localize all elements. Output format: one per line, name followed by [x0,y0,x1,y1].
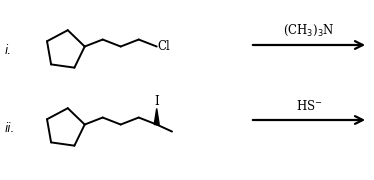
Polygon shape [154,109,159,125]
Text: Cl: Cl [158,40,171,53]
Text: i.: i. [5,44,12,57]
Text: (CH$_3$)$_3$N: (CH$_3$)$_3$N [283,23,335,38]
Text: ii.: ii. [5,122,15,134]
Text: HS$^{-}$: HS$^{-}$ [296,99,322,113]
Text: I: I [154,94,159,107]
